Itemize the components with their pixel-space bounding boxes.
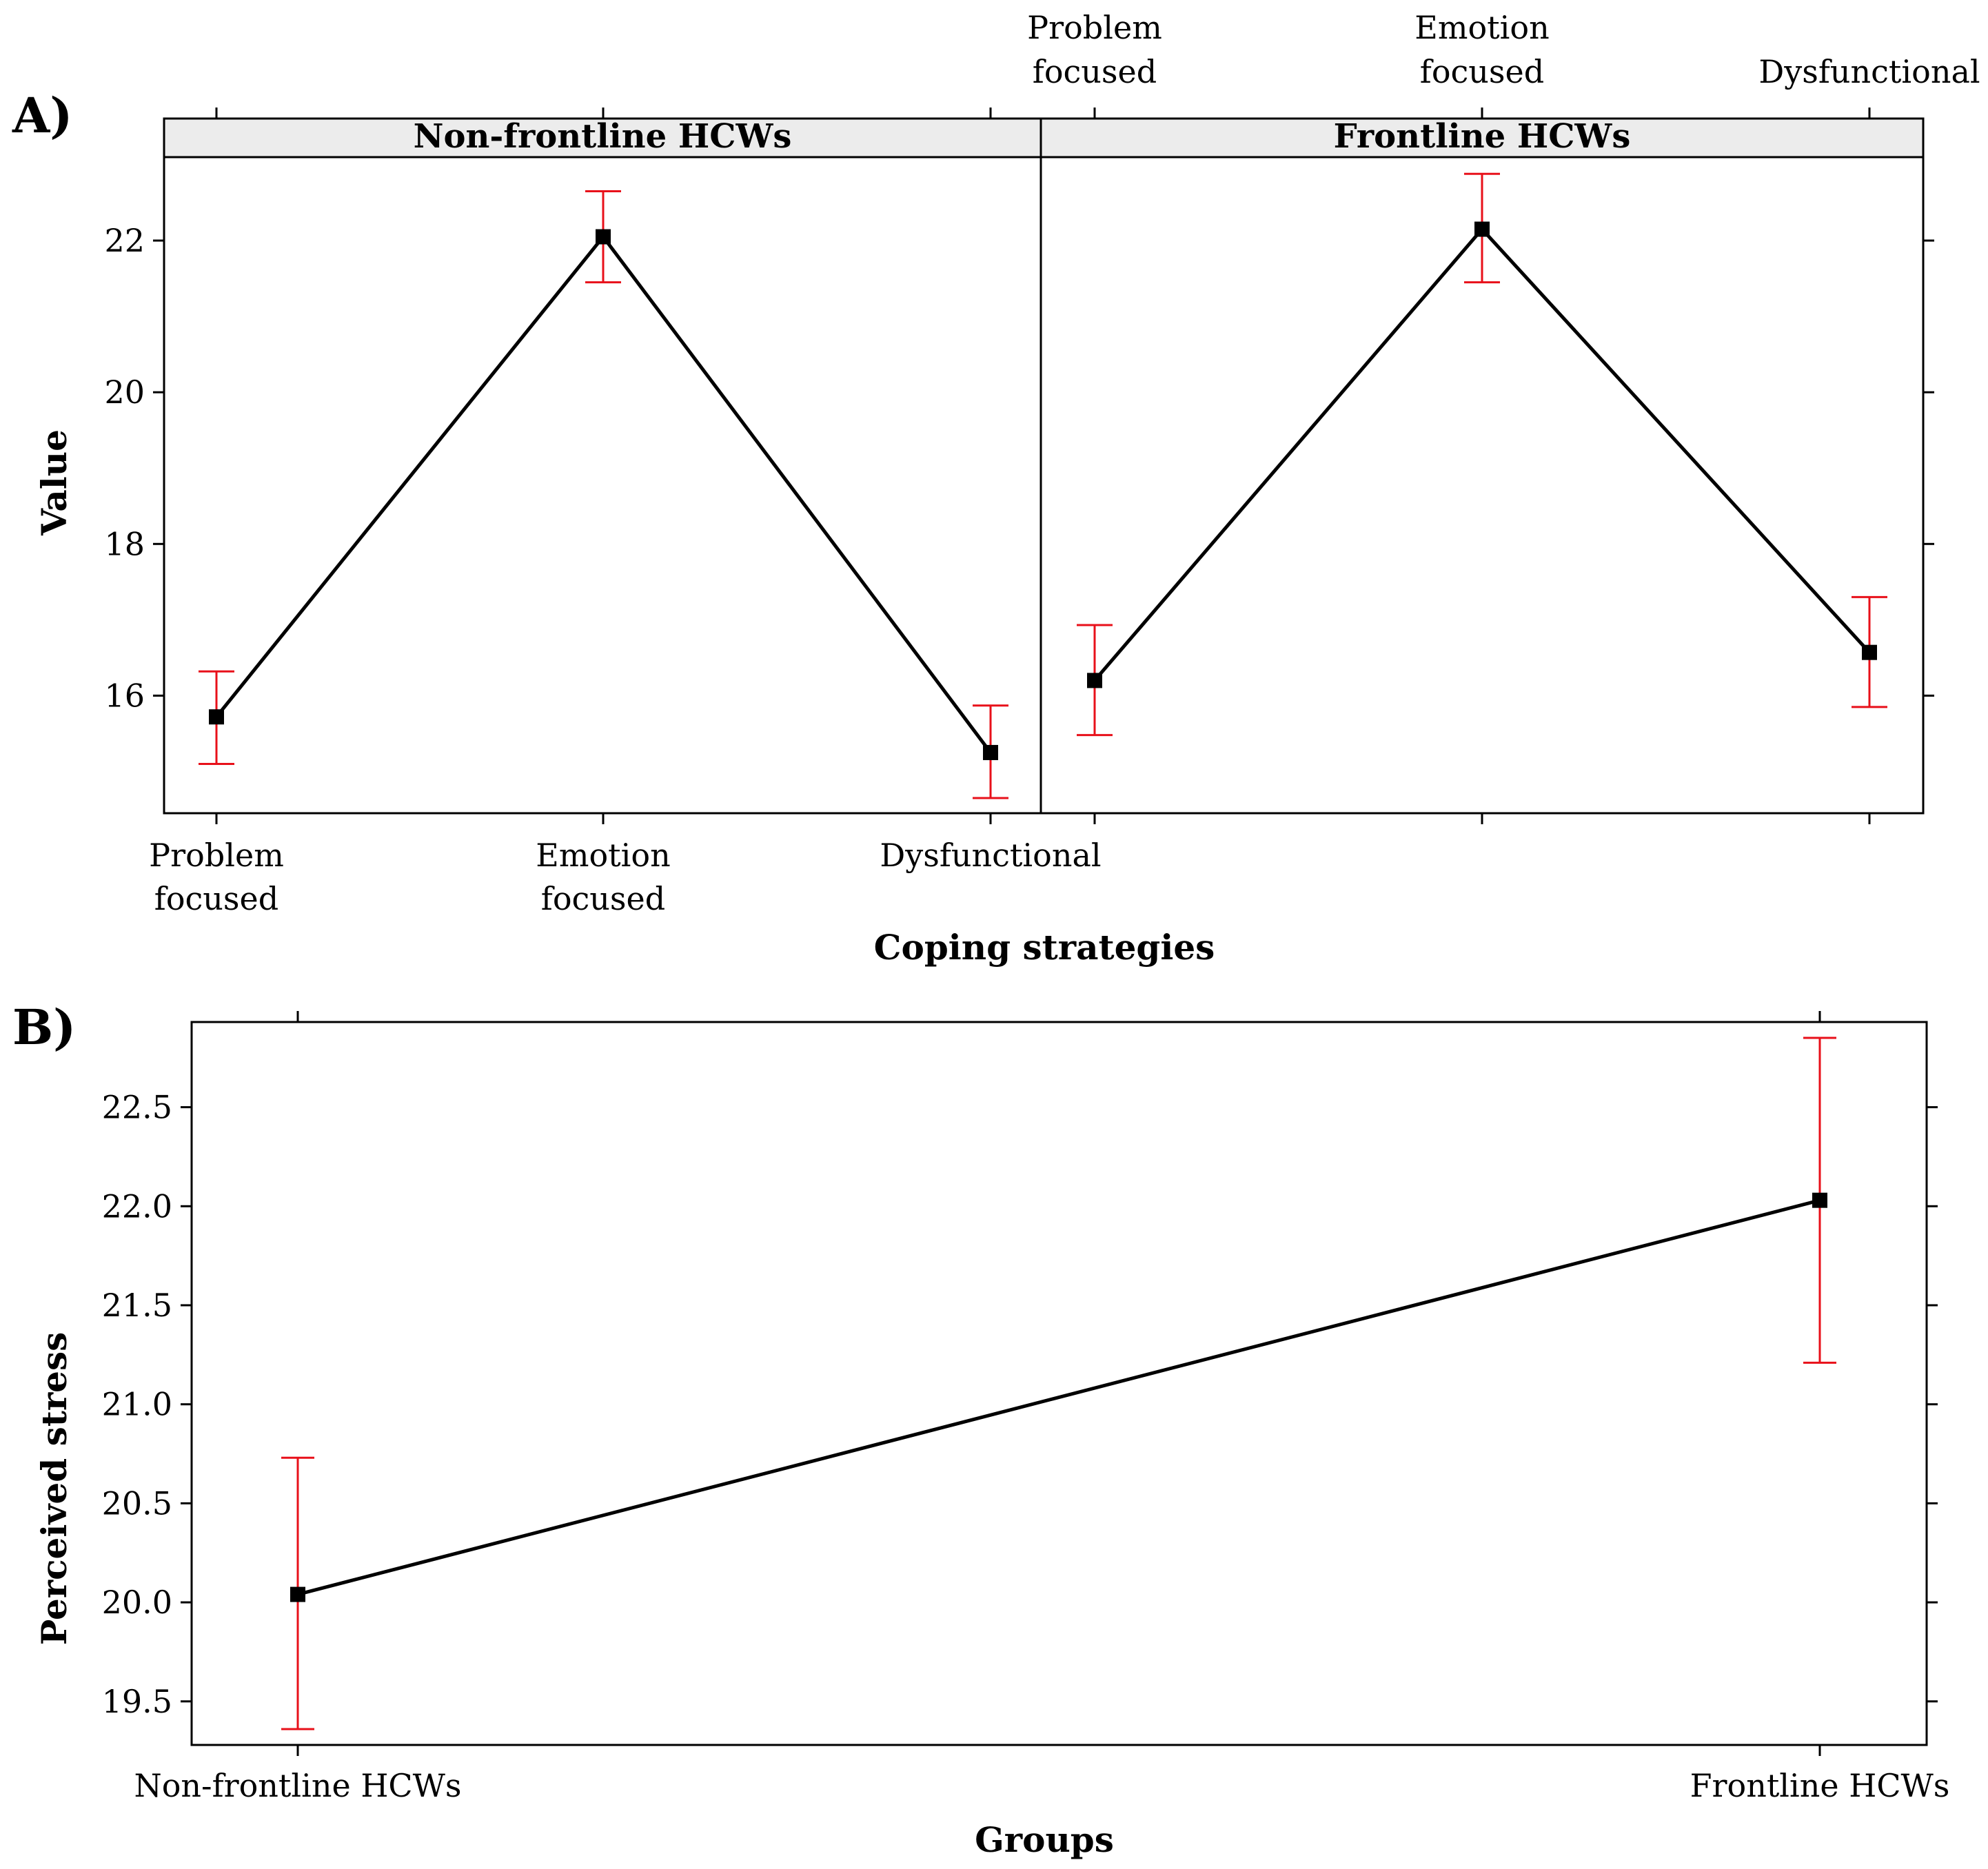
chart-b-ytick-label-4: 21.5 — [102, 1287, 172, 1324]
chart-a-panel-0-point-0 — [209, 709, 224, 725]
chart-b-point-1 — [1812, 1192, 1827, 1208]
chart-a-xtick-label2-1-0: focused — [1033, 53, 1157, 90]
chart-a-panel-1-point-2 — [1862, 644, 1877, 660]
chart-a-plot-frame — [163, 156, 1925, 815]
chart-a-xtick-label-0-2: Dysfunctional — [880, 837, 1101, 874]
chart-a-panel-0-point-2 — [983, 744, 998, 760]
chart-a-xtick-label2-0-1: focused — [541, 880, 665, 917]
chart-a-xtick-label-1-2: Dysfunctional — [1758, 53, 1980, 90]
chart-a-panel-1-point-1 — [1474, 221, 1490, 237]
chart-b-series-line — [297, 1198, 1820, 1596]
chart-a-y-axis-title: Value — [34, 429, 74, 536]
chart-a-panel-0-series-line — [215, 235, 992, 754]
chart-a: Non-frontline HCWs Frontline HCWs 16 18 20 22… — [104, 9, 1980, 917]
chart-a-ytick-label-3: 22 — [104, 222, 145, 259]
chart-b-ytick-label-5: 22.0 — [102, 1187, 172, 1225]
chart-b-plot-frame — [190, 1021, 1928, 1746]
chart-b-ytick-label-3: 21.0 — [102, 1386, 172, 1423]
chart-b-ytick-label-2: 20.5 — [102, 1484, 172, 1522]
chart-a-strip-1 — [1039, 117, 1925, 159]
chart-a-x-axis-title: Coping strategies — [874, 927, 1215, 968]
chart-b-y-axis-title: Perceived stress — [34, 1332, 74, 1646]
chart-a-xtick-label-0-0: Problem — [149, 837, 284, 874]
chart-a-xtick-label-1-1: Emotion — [1414, 9, 1549, 46]
chart-b-ytick-label-6: 22.5 — [102, 1089, 172, 1126]
chart-a-xtick-label2-1-1: focused — [1420, 53, 1544, 90]
chart-a-ytick-label-1: 18 — [104, 525, 145, 562]
chart-b-x-axis-title: Groups — [975, 1819, 1114, 1860]
chart-b-point-0 — [290, 1586, 305, 1602]
chart-b-xtick-label-1: Frontline HCWs — [1690, 1767, 1950, 1804]
chart-a-strip-label-0: Non-frontline HCWs — [414, 117, 792, 156]
panel-b-tag: B) — [12, 999, 76, 1056]
chart-a-panel-1-point-0 — [1087, 673, 1102, 688]
chart-b-xtick-label-0: Non-frontline HCWs — [134, 1767, 461, 1804]
chart-a-strip-0 — [163, 117, 1042, 159]
chart-a-panel-1-series-line — [1093, 227, 1871, 682]
chart-a-xtick-label2-0-0: focused — [154, 880, 278, 917]
chart-a-xtick-label-0-1: Emotion — [536, 837, 670, 874]
chart-b-ytick-label-1: 20.0 — [102, 1584, 172, 1621]
chart-a-ytick-label-2: 20 — [104, 374, 145, 411]
chart-a-panel-0-point-1 — [596, 229, 611, 245]
panel-a-tag: A) — [12, 87, 72, 144]
chart-b: 19.5 20.0 20.5 21.0 21.5 22.0 22.5 Non-frontlin… — [102, 1011, 1950, 1804]
chart-a-xtick-label-1-0: Problem — [1027, 9, 1162, 46]
chart-a-ytick-label-0: 16 — [104, 677, 145, 714]
chart-b-ytick-label-0: 19.5 — [102, 1683, 172, 1720]
chart-a-strip-label-1: Frontline HCWs — [1334, 117, 1631, 156]
